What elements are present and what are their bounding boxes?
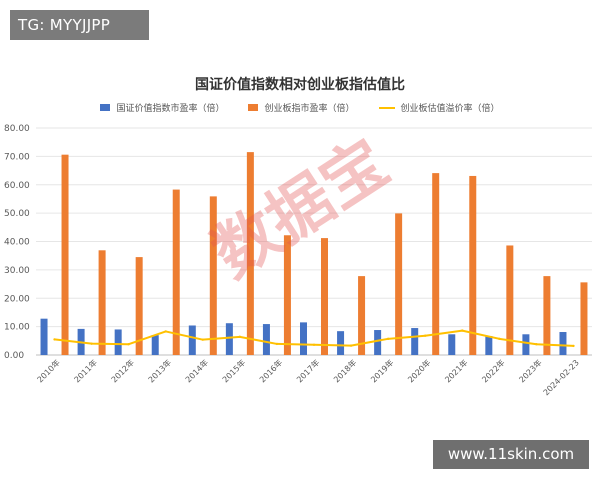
x-tick-label: 2010年 (35, 357, 62, 384)
line-point (535, 343, 538, 346)
x-tick-label: 2023年 (517, 357, 544, 384)
legend-label-value-pe: 国证价值指数市盈率（倍） (116, 104, 225, 114)
line-point (164, 330, 167, 333)
legend-label-premium: 创业板估值溢价率（倍） (400, 104, 500, 114)
chart-title: 国证价值指数相对创业板指估值比 (195, 77, 405, 93)
bar (300, 322, 307, 355)
legend-item-premium: 创业板估值溢价率（倍） (378, 101, 500, 114)
bar (114, 329, 122, 355)
x-tick-label: 2017年 (294, 357, 321, 384)
bar (283, 235, 291, 355)
y-tick-label: 80.00 (4, 124, 30, 134)
x-tick-label: 2011年 (72, 357, 99, 384)
legend-swatch-chinext-pe (248, 104, 259, 111)
bar (40, 318, 48, 355)
bar (98, 250, 106, 355)
x-tick-label: 2019年 (368, 357, 395, 384)
x-tick-label: 2024-02-23 (542, 358, 581, 397)
line-point (127, 343, 130, 346)
bar (448, 334, 456, 355)
x-tick-label: 2015年 (220, 357, 247, 384)
legend-swatch-premium (378, 106, 395, 109)
bar (135, 257, 143, 355)
bar (61, 154, 69, 355)
bar (321, 238, 328, 355)
line-point (201, 338, 204, 341)
bar (559, 332, 567, 355)
x-tick-label: 2022年 (480, 357, 507, 384)
bar (172, 189, 180, 355)
bar (469, 175, 477, 355)
line-point (498, 337, 501, 341)
x-tick-label: 2021年 (443, 357, 470, 384)
bar (337, 331, 345, 355)
legend-item-chinext-pe: 创业板指市盈率（倍） (248, 101, 355, 114)
line-point (386, 337, 390, 341)
y-tick-label: 10.00 (4, 323, 30, 333)
bar (225, 323, 233, 355)
y-tick-label: 40.00 (4, 238, 30, 248)
line-point (461, 329, 464, 332)
bar (580, 282, 588, 355)
x-tick-label: 2016年 (257, 357, 284, 384)
bar (432, 173, 440, 355)
bar (209, 196, 217, 355)
bar (411, 328, 419, 355)
bar (543, 276, 551, 355)
x-tick-label: 2014年 (183, 357, 210, 384)
x-tick-label: 2013年 (146, 357, 173, 384)
y-tick-label: 0.00 (4, 351, 24, 361)
line-point (275, 342, 279, 346)
x-tick-label: 2018年 (331, 357, 358, 384)
y-tick-label: 60.00 (4, 181, 30, 191)
y-tick-label: 30.00 (4, 266, 30, 276)
legend-swatch-value-pe (100, 104, 111, 111)
bar (262, 324, 270, 355)
bar (395, 213, 403, 355)
tg-tag-badge: TG: MYYJJPP (10, 10, 149, 40)
legend-item-value-pe: 国证价值指数市盈率（倍） (100, 101, 224, 114)
line-point (572, 344, 575, 348)
line-point (312, 343, 316, 346)
bar (358, 276, 366, 355)
bar (246, 152, 254, 355)
line-point (90, 342, 93, 345)
x-tick-label: 2012年 (109, 357, 136, 384)
site-url-badge: www.11skin.com (433, 440, 589, 469)
line-point (238, 335, 242, 339)
y-tick-label: 70.00 (4, 152, 30, 162)
bar (188, 325, 196, 355)
bar (506, 245, 514, 355)
bar (485, 335, 493, 355)
x-tick-label: 2020年 (405, 357, 432, 384)
y-tick-label: 50.00 (4, 209, 30, 219)
legend-label-chinext-pe: 创业板指市盈率（倍） (264, 104, 355, 114)
y-tick-label: 20.00 (4, 294, 30, 304)
legend: 国证价值指数市盈率（倍） 创业板指市盈率（倍） 创业板估值溢价率（倍） (0, 101, 600, 114)
line-point (349, 344, 353, 347)
line-point (424, 334, 427, 337)
bar (374, 330, 382, 355)
bar (522, 334, 530, 355)
bar (151, 335, 159, 355)
line-point (53, 338, 56, 341)
